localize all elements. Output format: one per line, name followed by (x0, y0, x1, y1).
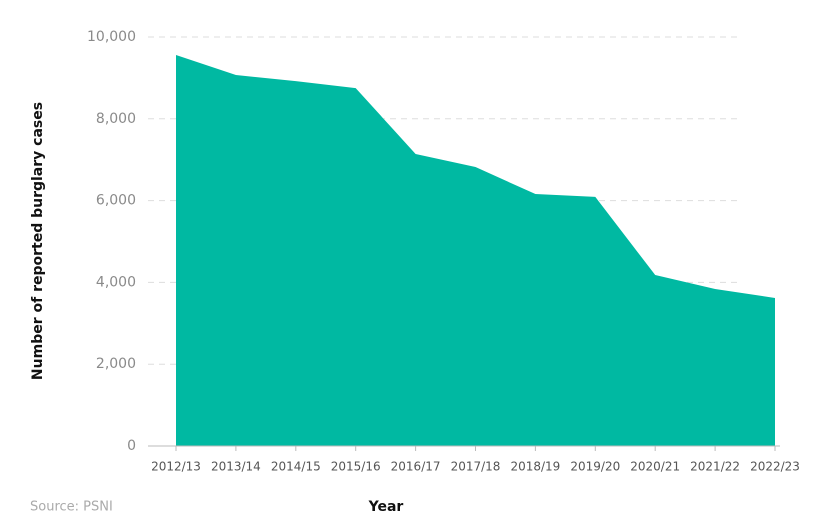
y-tick-label: 4,000 (96, 274, 136, 290)
x-tick-label: 2019/20 (570, 460, 620, 474)
y-tick-label: 0 (127, 438, 136, 454)
x-tick-label: 2017/18 (451, 460, 501, 474)
y-axis-title: Number of reported burglary cases (30, 102, 46, 380)
x-tick-label: 2013/14 (211, 460, 261, 474)
x-tick-label: 2022/23 (750, 460, 800, 474)
source: Source: PSNI (30, 500, 113, 515)
x-tick-label: 2014/15 (271, 460, 321, 474)
y-tick-label: 2,000 (96, 356, 136, 372)
x-tick-label: 2021/22 (690, 460, 740, 474)
x-tick-label: 2012/13 (151, 460, 201, 474)
x-axis-title: Year (368, 499, 404, 515)
y-tick-label: 10,000 (87, 29, 136, 45)
x-tick-label: 2020/21 (630, 460, 680, 474)
y-tick-label: 8,000 (96, 111, 136, 127)
x-tick-label: 2016/17 (391, 460, 441, 474)
x-tick-label: 2015/16 (331, 460, 381, 474)
x-tick-label: 2018/19 (510, 460, 560, 474)
area (176, 54, 775, 446)
y-tick-label: 6,000 (96, 193, 136, 209)
